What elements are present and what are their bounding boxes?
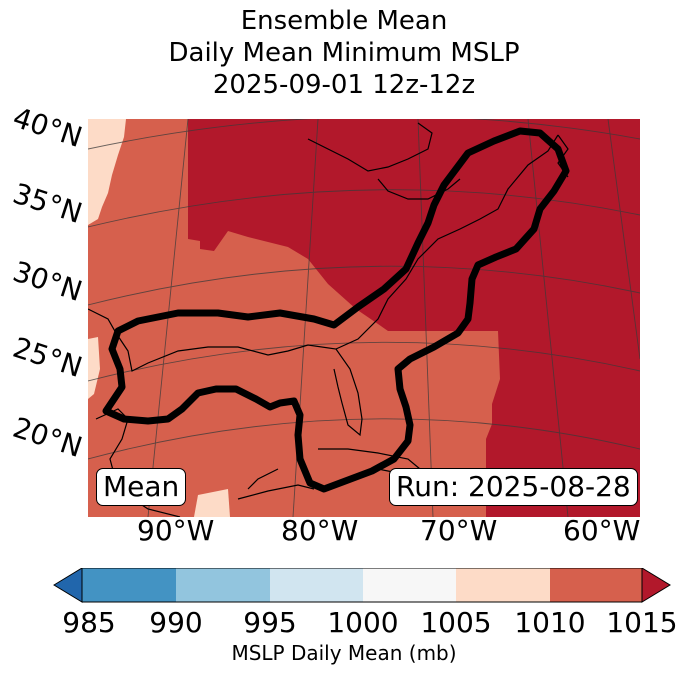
map-panel — [88, 119, 640, 517]
colorbar-tick-990: 990 — [149, 606, 203, 639]
colorbar-outline — [81, 568, 643, 603]
lon-label-80w: 80°W — [281, 514, 359, 547]
title-line-2: Daily Mean Minimum MSLP — [168, 38, 520, 68]
title-line-3: 2025-09-01 12z-12z — [212, 70, 476, 100]
field-notch — [126, 119, 188, 137]
colorbar-tick-985: 985 — [62, 606, 116, 639]
colorbar-extend-high — [641, 568, 671, 603]
field-1005-1010-south — [194, 489, 230, 517]
field-1005-1010-west — [88, 337, 100, 399]
colorbar-tick-1000: 1000 — [327, 606, 399, 639]
lat-label-40: 40°N — [8, 100, 87, 155]
lon-label-90w: 90°W — [137, 514, 215, 547]
lat-label-30: 30°N — [8, 254, 87, 309]
run-date-box: Run: 2025-08-28 — [389, 468, 638, 506]
colorbar-tick-1005: 1005 — [420, 606, 492, 639]
colorbar-tick-995: 995 — [243, 606, 297, 639]
colorbar-bin-1000-1005 — [363, 568, 456, 602]
colorbar-bin-985-990 — [82, 568, 176, 602]
lon-label-70w: 70°W — [420, 514, 498, 547]
lon-label-60w: 60°W — [563, 514, 641, 547]
lat-label-20: 20°N — [8, 410, 87, 465]
mean-contour — [102, 127, 570, 493]
colorbar-tick-1010: 1010 — [514, 606, 586, 639]
colorbar-bin-1005-1010 — [456, 568, 550, 602]
lat-label-35: 35°N — [8, 176, 87, 231]
colorbar-extend-low — [53, 568, 83, 603]
lat-label-25: 25°N — [8, 330, 87, 385]
title-line-1: Ensemble Mean — [240, 6, 448, 36]
colorbar-bin-990-995 — [176, 568, 270, 602]
mean-label-box: Mean — [96, 468, 187, 506]
colorbar-tick-1015: 1015 — [606, 606, 678, 639]
field-1005-1010 — [88, 119, 126, 225]
colorbar-bin-995-1000 — [270, 568, 363, 602]
colorbar-bin-1010-1015 — [550, 568, 642, 602]
colorbar — [53, 568, 671, 603]
map-svg — [88, 119, 640, 517]
colorbar-label: MSLP Daily Mean (mb) — [231, 641, 457, 665]
